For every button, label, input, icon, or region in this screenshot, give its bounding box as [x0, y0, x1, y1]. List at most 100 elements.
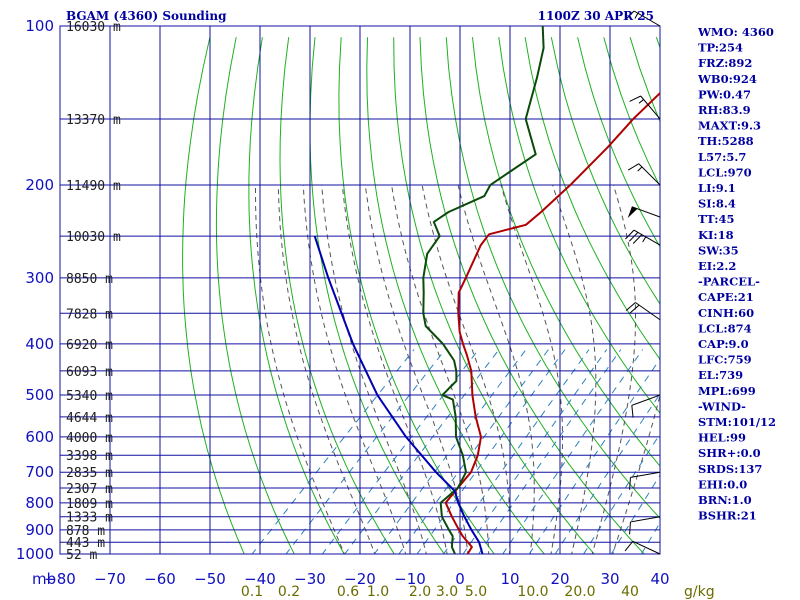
height-label: 443 m [66, 536, 105, 551]
wind-barb-flag [625, 229, 635, 240]
wind-barb [625, 229, 661, 246]
index-item: L57:5.7 [698, 150, 746, 164]
mixing-ratio-line [554, 393, 660, 554]
wind-barb-half-flag [634, 12, 639, 19]
wind-barbs [624, 10, 661, 555]
wind-barb-staff [631, 394, 661, 406]
index-item: LFC:759 [698, 353, 752, 367]
height-label: 10030 m [66, 230, 121, 245]
wind-barb-flag [629, 95, 641, 102]
wind-barb-half-flag [642, 236, 647, 243]
temperature-tick-label: −80 [44, 570, 76, 588]
mixing-ratio-line [583, 433, 660, 554]
index-item: TP:254 [698, 41, 743, 55]
wind-barb [629, 471, 661, 490]
pressure-tick-label: 300 [25, 269, 54, 287]
index-item: TH:5288 [698, 134, 754, 148]
chart-title: BGAM (4360) Sounding [66, 9, 227, 23]
wind-barb-flag [628, 232, 639, 242]
temperature-tick-label: −40 [244, 570, 276, 588]
moist-adiabat-line [421, 184, 511, 554]
pressure-tick-label: 1000 [16, 545, 54, 563]
mixing-ratio-line [528, 358, 660, 554]
temperature-tick-label: −10 [394, 570, 426, 588]
temperature-tick-label: −60 [144, 570, 176, 588]
wind-barb-flag [624, 541, 634, 552]
height-label: 5340 m [66, 389, 113, 404]
mixing-ratio-line [478, 349, 622, 554]
dry-adiabat-line [761, 37, 800, 565]
height-label: 7828 m [66, 307, 113, 322]
wind-barb [625, 10, 661, 27]
wind-barb-staff [635, 302, 661, 321]
index-item: SI:8.4 [698, 197, 736, 211]
temperature-tick-label: 10 [500, 570, 519, 588]
dry-adiabat-line [393, 37, 595, 554]
moist-adiabat-line [391, 184, 490, 554]
mixing-ratio-line [285, 349, 446, 554]
height-label: 878 m [66, 524, 105, 539]
moist-adiabat-line [321, 184, 427, 554]
index-item: BRN:1.0 [698, 493, 752, 507]
index-item: SW:35 [698, 243, 739, 257]
index-item: PW:0.47 [698, 87, 751, 101]
height-label: 13370 m [66, 113, 121, 128]
pressure-tick-label: 100 [25, 17, 54, 35]
height-label: 1809 m [66, 497, 113, 512]
mixing-ratio-tick-label: 20.0 [564, 584, 595, 600]
height-label: 4644 m [66, 411, 113, 426]
moist-adiabat-line [457, 184, 535, 554]
mixing-ratio-tick-label: 0.2 [278, 584, 300, 600]
wind-barb [631, 394, 661, 418]
pressure-tick-label: 400 [25, 335, 54, 353]
index-item: LCL:874 [698, 321, 752, 335]
chart-timestamp: 1100Z 30 APR 25 [538, 9, 654, 23]
dry-adiabat-line [338, 37, 495, 554]
index-item: MPL:699 [698, 384, 756, 398]
mixing-ratio-tick-label: 2.0 [409, 584, 431, 600]
height-label: 52 m [66, 548, 97, 563]
dry-adiabat-line [215, 37, 295, 554]
mixing-ratio-line [462, 349, 608, 554]
index-item: FRZ:892 [698, 56, 752, 70]
index-item: CAPE:21 [698, 290, 754, 304]
height-label: 1333 m [66, 511, 113, 526]
dry-adiabat-line [498, 37, 660, 414]
index-item: WB0:924 [697, 72, 757, 86]
wind-barb [627, 163, 661, 186]
index-item: CINH:60 [698, 306, 754, 320]
index-item: STM:101/12 [698, 415, 776, 429]
grid-lines [59, 25, 661, 555]
index-item: SRDS:137 [698, 462, 762, 476]
index-item: LCL:970 [698, 165, 752, 179]
mixing-ratio-line [416, 349, 566, 554]
wind-barb-flag [629, 521, 631, 535]
pressure-tick-label: 800 [25, 494, 54, 512]
mixing-ratio-tick-label: 0.1 [241, 584, 263, 600]
index-item: -WIND- [698, 399, 746, 413]
mixing-ratio-lines [251, 349, 660, 554]
pressure-tick-label: 700 [25, 463, 54, 481]
moist-adiabat-line [302, 184, 407, 554]
wind-barb-staff [633, 229, 661, 246]
index-item: WMO: 4360 [697, 25, 774, 39]
parcel-path [313, 235, 484, 554]
mixing-ratio-line [251, 349, 415, 554]
wind-barb-staff [640, 95, 661, 120]
mixing-ratio-line [502, 349, 644, 554]
height-label: 6093 m [66, 365, 113, 380]
moist-adiabat-line [255, 184, 345, 554]
moist-adiabat-line [500, 184, 563, 554]
index-item: TT:45 [698, 212, 735, 226]
temperature-tick-label: −20 [344, 570, 376, 588]
mixing-ratio-tick-label: 0.6 [337, 584, 359, 600]
mixing-ratio-line [321, 349, 479, 554]
height-label: 16030 m [66, 20, 121, 35]
moist-adiabat-line [277, 184, 376, 554]
mixing-ratio-tick-label: 5.0 [465, 584, 487, 600]
index-item: KI:18 [698, 228, 734, 242]
wind-barb [629, 95, 661, 120]
